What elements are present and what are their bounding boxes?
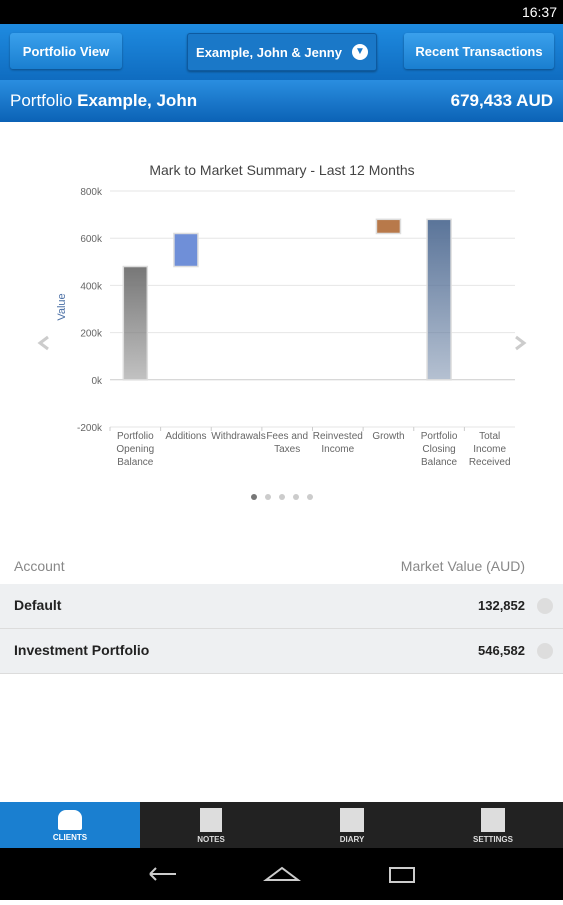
toolbar: Portfolio View Example, John & Jenny ▼ Re… [0, 24, 563, 80]
y-tick-label: 0k [91, 376, 103, 387]
account-name: Default [14, 597, 62, 613]
nav-tab[interactable]: SETTINGS [423, 802, 563, 848]
status-bar: 16:37 [0, 0, 563, 24]
clock: 16:37 [521, 4, 557, 20]
bar [173, 232, 199, 268]
x-tick-label: Withdrawals [211, 431, 266, 442]
nav-tab[interactable]: NOTES [141, 802, 281, 848]
page-dots [251, 494, 313, 500]
nav-tab[interactable]: CLIENTS [0, 802, 140, 848]
y-tick-label: 400k [80, 281, 103, 292]
portfolio-header: Portfolio Example, John 679,433 AUD [0, 80, 563, 122]
system-nav [0, 848, 563, 900]
header-label: Portfolio [10, 91, 73, 110]
client-selector[interactable]: Example, John & Jenny ▼ [187, 33, 377, 71]
next-arrow[interactable] [515, 335, 527, 351]
column-header: Account [14, 558, 65, 574]
chart: Mark to Market Summary - Last 12 Months … [37, 162, 527, 500]
x-tick-label: Additions [165, 431, 207, 442]
x-tick-label: Total Income Received [468, 431, 511, 468]
account-value: 132,852 [478, 598, 525, 613]
tab-label: NOTES [197, 835, 225, 844]
y-tick-label: 800k [80, 187, 103, 198]
chart-title: Mark to Market Summary - Last 12 Months [149, 162, 414, 178]
account-value: 546,582 [478, 643, 525, 658]
tab-label: DIARY [339, 835, 365, 844]
client-name: Example, John [77, 91, 198, 110]
portfolio-total: 679,433 AUD [450, 91, 553, 110]
y-tick-label: 600k [80, 234, 103, 245]
column-header: Market Value (AUD) [400, 558, 525, 574]
y-tick-label: 200k [80, 329, 103, 340]
nav-tab[interactable]: DIARY [282, 802, 422, 848]
recent-transactions-button[interactable]: Recent Transactions [404, 33, 554, 69]
tab-label: SETTINGS [472, 835, 513, 844]
bar [426, 218, 452, 381]
account-row[interactable]: Investment Portfolio 546,582 [0, 629, 563, 674]
x-tick-label: Portfolio Opening Balance [116, 431, 155, 468]
x-tick-label: Portfolio Closing Balance [420, 431, 458, 468]
tab-label: CLIENTS [52, 833, 88, 842]
prev-arrow[interactable] [37, 335, 49, 351]
x-tick-label: Growth [372, 431, 405, 442]
y-axis-label: Value [56, 293, 68, 320]
account-row[interactable]: Default 132,852 [0, 584, 563, 629]
bar [122, 265, 149, 381]
y-tick-label: -200k [77, 423, 103, 434]
selector-text: Example, John & Jenny [196, 44, 342, 60]
bar [375, 218, 402, 235]
x-tick-label: Fees and Taxes [266, 431, 309, 455]
category-labels: Portfolio Opening Balance Additions Withdr… [0, 430, 563, 480]
portfolio-view-button[interactable]: Portfolio View [10, 33, 122, 69]
account-name: Investment Portfolio [14, 642, 150, 658]
x-tick-label: Reinvested Income [312, 431, 363, 455]
